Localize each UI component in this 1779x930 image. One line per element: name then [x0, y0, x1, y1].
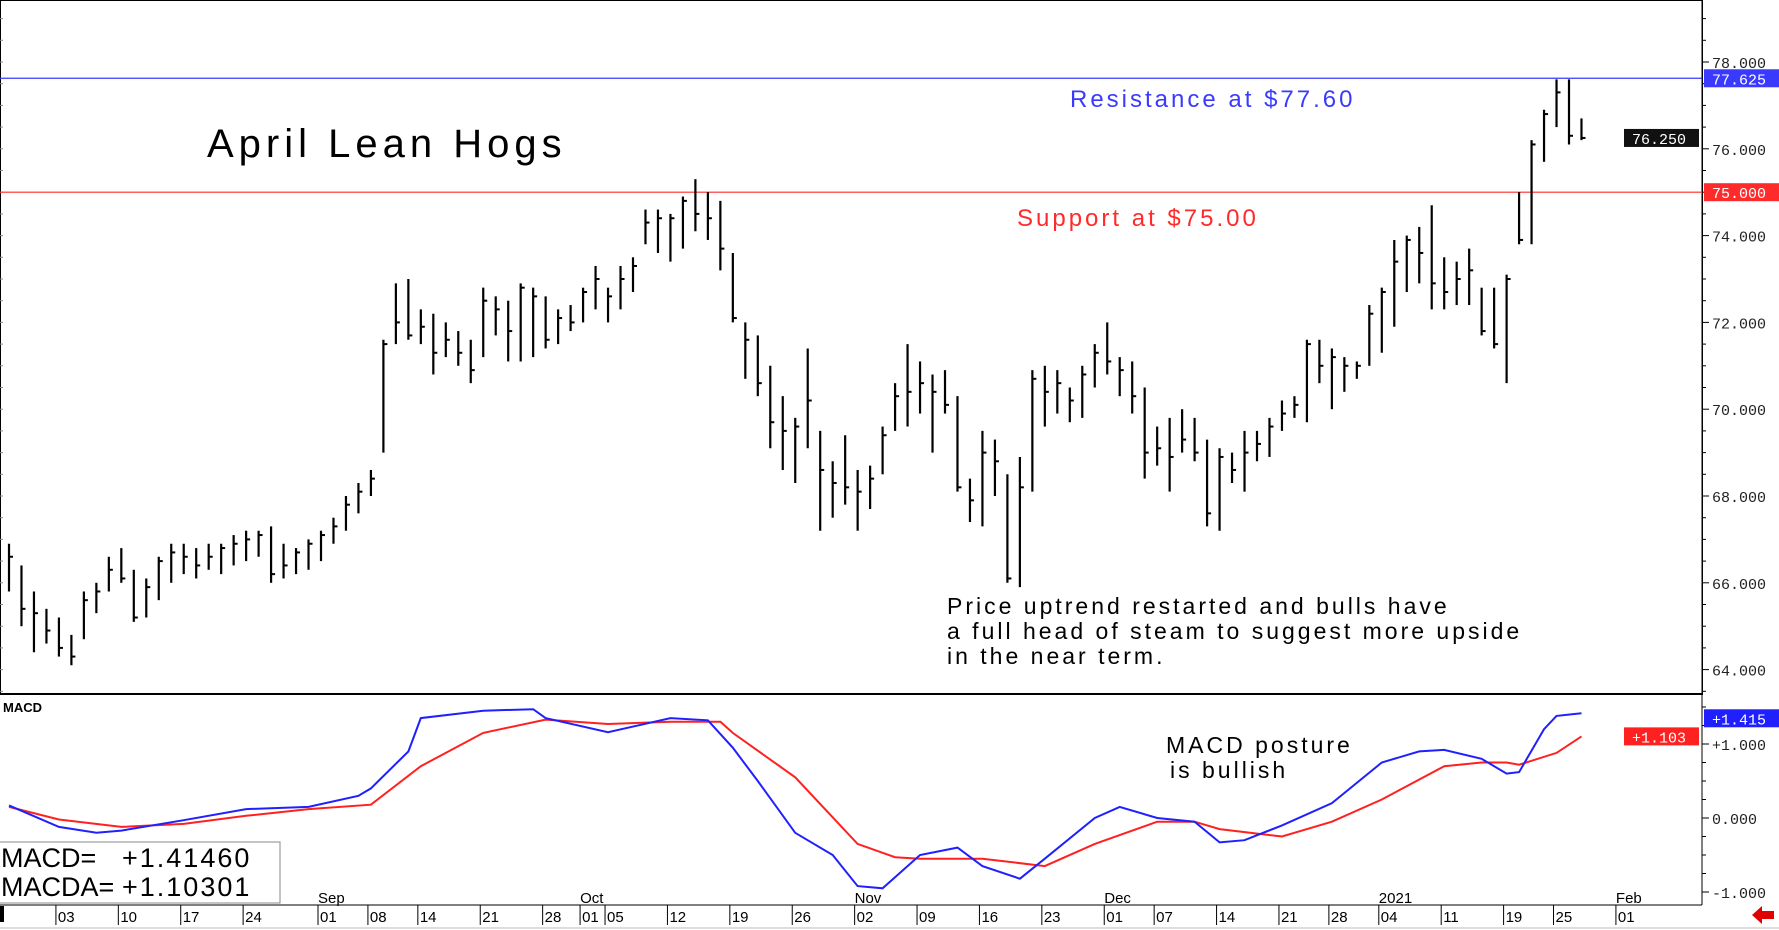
macd-signal-line — [8, 718, 1583, 868]
signal-readout-label: MACDA= — [1, 872, 114, 902]
price-annotation-line-2: a full head of steam to suggest more ups… — [947, 618, 1522, 644]
price-tick-label: 68.000 — [1712, 490, 1766, 507]
month-label: Sep — [318, 890, 345, 907]
month-label: Oct — [580, 890, 604, 907]
signal-value-tag: +1.103 — [1632, 730, 1686, 747]
support-price-tag: 75.000 — [1712, 186, 1766, 203]
date-tick-label: 19 — [1506, 909, 1523, 926]
date-tick-label: 03 — [58, 909, 75, 926]
date-tick-label: 19 — [732, 909, 749, 926]
macd-readout-value: +1.41460 — [122, 843, 251, 873]
price-tick-label: 70.000 — [1712, 403, 1766, 420]
date-tick-label: 16 — [981, 909, 998, 926]
date-tick-label: 24 — [245, 909, 262, 926]
month-label: Nov — [855, 890, 882, 907]
date-tick-label: 01 — [320, 909, 337, 926]
macd-readout-label: MACD= — [1, 843, 96, 873]
date-tick-label: 28 — [1331, 909, 1348, 926]
price-annotation-line-3: in the near term. — [947, 643, 1165, 669]
signal-value-tag-bg — [1624, 727, 1699, 746]
date-tick-label: 26 — [794, 909, 811, 926]
price-tick-label: 66.000 — [1712, 577, 1766, 594]
signal-readout-value: +1.10301 — [122, 872, 251, 902]
date-tick-label: 25 — [1556, 909, 1573, 926]
macd-tick-label: 0.000 — [1712, 812, 1757, 829]
resistance-label: Resistance at $77.60 — [1070, 86, 1355, 113]
last-price-tag-bg — [1624, 128, 1699, 147]
date-tick-label: 04 — [1381, 909, 1398, 926]
support-price-tag-bg — [1704, 183, 1779, 202]
date-tick-label: 11 — [1443, 909, 1459, 926]
date-tick-label: 01 — [1106, 909, 1123, 926]
support-label: Support at $75.00 — [1017, 205, 1259, 232]
price-tick-label: 64.000 — [1712, 664, 1766, 681]
macd-tick-label: +1.000 — [1712, 738, 1766, 755]
chart-title: April Lean Hogs — [207, 122, 567, 166]
macd-annotation-line-1: MACD posture — [1166, 732, 1353, 758]
date-tick-label: 07 — [1156, 909, 1173, 926]
month-label: 2021 — [1379, 890, 1412, 907]
date-tick-label: 10 — [120, 909, 137, 926]
date-tick-label: 21 — [482, 909, 499, 926]
date-tick-label: 09 — [919, 909, 936, 926]
date-tick-label: 23 — [1044, 909, 1061, 926]
macd-panel-title: MACD — [3, 700, 42, 715]
macd-annotation-line-2: is bullish — [1170, 757, 1288, 783]
date-tick-label: 02 — [857, 909, 874, 926]
date-tick-label: 12 — [669, 909, 686, 926]
macd-line — [8, 708, 1582, 890]
macd-value-tag-bg — [1704, 709, 1779, 728]
date-tick-label: 17 — [183, 909, 200, 926]
macd-readout-box: MACD= +1.41460 MACDA= +1.10301 — [0, 841, 281, 904]
macd-value-tag: +1.415 — [1712, 712, 1766, 729]
date-tick-label: 14 — [420, 909, 437, 926]
resistance-price-tag: 77.625 — [1712, 72, 1766, 89]
date-tick-label: 28 — [545, 909, 562, 926]
date-tick-label: 01 — [1618, 909, 1635, 926]
date-tick-label: 21 — [1281, 909, 1298, 926]
resistance-price-tag-bg — [1704, 69, 1779, 88]
last-price-tag: 76.250 — [1632, 132, 1686, 149]
month-label: Dec — [1104, 890, 1131, 907]
price-tick-label: 78.000 — [1712, 56, 1766, 73]
month-label: Feb — [1616, 890, 1642, 907]
price-tick-label: 74.000 — [1712, 230, 1766, 247]
date-tick-label: 14 — [1219, 909, 1236, 926]
price-tick-label: 72.000 — [1712, 316, 1766, 333]
scroll-arrow-icon[interactable] — [1752, 906, 1774, 924]
date-tick-label: 01 — [582, 909, 599, 926]
price-tick-label: 76.000 — [1712, 143, 1766, 160]
date-tick-label: 08 — [370, 909, 387, 926]
scroll-left-handle — [0, 906, 4, 922]
date-tick-label: 05 — [607, 909, 624, 926]
price-annotation-line-1: Price uptrend restarted and bulls have — [947, 593, 1450, 619]
macd-tick-label: -1.000 — [1712, 886, 1766, 903]
